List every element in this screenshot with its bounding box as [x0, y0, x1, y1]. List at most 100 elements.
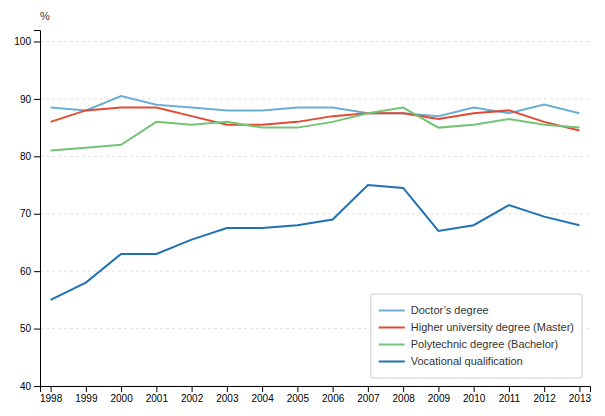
x-tick-label: 2003: [216, 393, 239, 404]
x-tick-mark: [297, 386, 298, 392]
series-line: [51, 108, 580, 151]
y-tick-mark: [34, 214, 40, 215]
legend-swatch: [379, 310, 405, 312]
y-tick: 90: [20, 94, 40, 105]
y-tick: 60: [20, 266, 40, 277]
x-tick-label: 2012: [534, 393, 557, 404]
x-tick-mark: [438, 386, 439, 392]
x-tick-label: 2007: [357, 393, 380, 404]
y-tick-mark: [34, 99, 40, 100]
legend-label: Doctor’s degree: [411, 304, 489, 316]
grid-line: [40, 41, 590, 42]
x-tick-mark: [474, 386, 475, 392]
legend-label: Vocational qualification: [411, 355, 523, 367]
x-tick-mark: [262, 386, 263, 392]
x-tick-label: 2001: [146, 393, 169, 404]
y-tick: 50: [20, 323, 40, 334]
x-tick-mark: [121, 386, 122, 392]
series-line: [51, 185, 580, 300]
x-tick: 2007: [357, 386, 380, 404]
x-tick-mark: [509, 386, 510, 392]
x-tick-label: 2004: [251, 393, 274, 404]
legend-swatch: [379, 361, 405, 363]
x-tick-mark: [227, 386, 228, 392]
x-tick: 1998: [40, 386, 63, 404]
x-tick-label: 2006: [322, 393, 345, 404]
y-axis: 40 50 60 70 80 90 100: [14, 31, 40, 392]
x-tick-label: 2005: [287, 393, 310, 404]
x-tick-mark: [156, 386, 157, 392]
x-tick-label: 2011: [499, 393, 521, 404]
x-tick-mark: [86, 386, 87, 392]
y-tick: 40: [20, 381, 40, 392]
legend-item: Vocational qualification: [379, 355, 523, 367]
legend-background: [371, 294, 582, 378]
x-tick: 1999: [75, 386, 98, 404]
chart-container: 1998 1999 2000 2001 2002 2003 2004 2005 2006 2007…: [0, 0, 605, 416]
legend: Doctor’s degree Higher university degree …: [371, 294, 582, 378]
y-axis-line: [34, 31, 41, 387]
x-tick: 2000: [110, 386, 133, 404]
y-tick: 70: [20, 208, 40, 219]
x-tick: 2012: [534, 386, 557, 404]
plot-area: 1998 1999 2000 2001 2002 2003 2004 2005 2006 2007…: [14, 10, 591, 404]
x-tick-label: 2010: [463, 393, 486, 404]
x-tick-label: 2013: [569, 393, 592, 404]
chart-svg: 1998 1999 2000 2001 2002 2003 2004 2005 2006 2007…: [0, 0, 605, 416]
legend-item: Polytechnic degree (Bachelor): [379, 338, 558, 350]
series-line: [51, 96, 580, 116]
y-tick-mark: [34, 329, 40, 330]
x-tick-label: 2008: [393, 393, 416, 404]
y-tick-label: 80: [20, 151, 32, 162]
x-tick-label: 1998: [40, 393, 63, 404]
x-tick: 2006: [322, 386, 345, 404]
y-tick-label: 40: [20, 381, 32, 392]
grid-line: [40, 156, 590, 157]
y-tick: 100: [14, 36, 40, 47]
x-tick: 2011: [499, 386, 521, 404]
y-tick: 80: [20, 151, 40, 162]
x-tick-label: 2009: [428, 393, 451, 404]
x-tick-label: 1999: [75, 393, 98, 404]
x-tick-mark: [333, 386, 334, 392]
x-tick-label: 2000: [110, 393, 133, 404]
grid-line: [40, 213, 590, 214]
x-tick-mark: [192, 386, 193, 392]
y-tick-mark: [34, 271, 40, 272]
x-tick-mark: [579, 386, 580, 392]
y-tick-mark: [34, 41, 40, 42]
x-tick: 2010: [463, 386, 486, 404]
y-axis-label: %: [40, 10, 50, 22]
y-tick-label: 100: [14, 36, 31, 47]
y-tick-label: 60: [20, 266, 32, 277]
x-tick: 2013: [569, 386, 592, 404]
legend-label: Polytechnic degree (Bachelor): [411, 338, 558, 350]
grid: [40, 41, 590, 386]
x-tick-mark: [51, 386, 52, 392]
x-tick-mark: [403, 386, 404, 392]
legend-swatch: [379, 327, 405, 329]
legend-swatch: [379, 344, 405, 346]
grid-line: [40, 271, 590, 272]
x-tick: 2002: [181, 386, 204, 404]
x-tick: 2005: [287, 386, 310, 404]
x-axis-line: [41, 387, 591, 393]
x-tick: 2008: [393, 386, 416, 404]
x-axis: 1998 1999 2000 2001 2002 2003 2004 2005 2006 2007…: [40, 386, 592, 404]
y-tick-label: 90: [20, 94, 32, 105]
lines: [51, 96, 580, 300]
y-tick-label: 50: [20, 323, 32, 334]
x-tick-mark: [544, 386, 545, 392]
legend-label: Higher university degree (Master): [411, 321, 574, 333]
x-tick: 2009: [428, 386, 451, 404]
x-tick-mark: [368, 386, 369, 392]
y-tick-mark: [34, 156, 40, 157]
legend-item: Doctor’s degree: [379, 304, 489, 316]
y-tick-label: 70: [20, 208, 32, 219]
x-tick-label: 2002: [181, 393, 204, 404]
legend-item: Higher university degree (Master): [379, 321, 574, 333]
y-tick-mark: [34, 386, 40, 387]
grid-line: [40, 98, 590, 99]
series-line: [51, 108, 580, 131]
x-tick: 2001: [146, 386, 169, 404]
